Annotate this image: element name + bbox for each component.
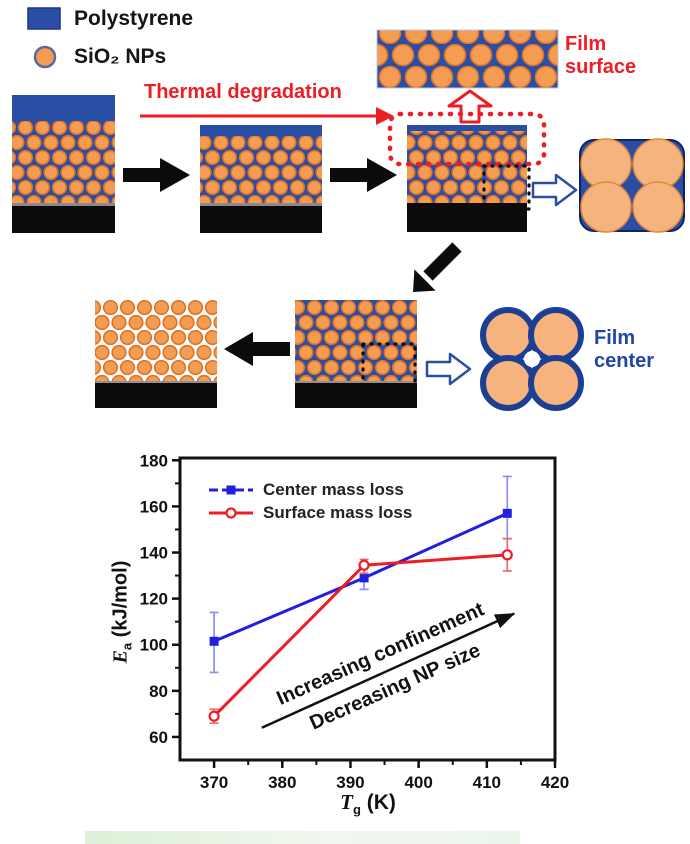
arrow-right-icon bbox=[330, 158, 397, 192]
axes: 370 380 390 400 410 420 60 80 100 120 140 160 180 bbox=[140, 451, 570, 792]
film-panel-center-stage bbox=[295, 300, 417, 408]
svg-text:380: 380 bbox=[268, 773, 296, 792]
legend-label: Surface mass loss bbox=[263, 502, 413, 522]
arrow-right-outline-icon bbox=[425, 352, 472, 386]
legend-sample-line bbox=[209, 485, 253, 494]
arrow-down-left-icon bbox=[413, 242, 462, 292]
film-panel-final bbox=[95, 300, 217, 408]
legend-item-surface-mass-loss: Surface mass loss bbox=[208, 501, 412, 524]
center-region-dotted-box bbox=[482, 164, 531, 211]
activation-energy-chart: 370 380 390 400 410 420 60 80 100 120 140 160 180 Ce… bbox=[90, 443, 650, 843]
scan-artifact-strip bbox=[85, 831, 520, 844]
process-schematic bbox=[12, 7, 685, 411]
annotation-arrow bbox=[261, 612, 516, 729]
y-symbol: E bbox=[109, 650, 132, 664]
series-center-mass-loss bbox=[209, 475, 512, 674]
y-subscript: a bbox=[119, 642, 135, 651]
sio2-np-swatch bbox=[33, 45, 57, 69]
film-panel-degrading bbox=[200, 125, 322, 233]
svg-text:160: 160 bbox=[140, 497, 168, 516]
film-center-label: Film center bbox=[594, 327, 655, 372]
polystyrene-swatch bbox=[27, 7, 61, 30]
arrow-left-icon bbox=[224, 332, 290, 366]
svg-text:390: 390 bbox=[336, 773, 364, 792]
svg-text:180: 180 bbox=[140, 451, 168, 470]
svg-text:400: 400 bbox=[404, 773, 432, 792]
surface-region-dotted-box bbox=[387, 111, 547, 167]
svg-text:140: 140 bbox=[140, 544, 168, 563]
y-unit: (kJ/mol) bbox=[109, 560, 132, 643]
surface-packing-inset bbox=[579, 138, 685, 233]
arrow-right-outline-icon bbox=[531, 173, 578, 207]
arrow-right-icon bbox=[123, 158, 190, 192]
legend-sample-line bbox=[209, 506, 253, 519]
x-subscript: g bbox=[352, 802, 361, 818]
svg-text:410: 410 bbox=[473, 773, 501, 792]
film-panel-initial bbox=[12, 95, 115, 233]
svg-text:100: 100 bbox=[140, 636, 168, 655]
legend-item-center-mass-loss: Center mass loss bbox=[208, 478, 412, 501]
arrow-up-outline-icon bbox=[447, 89, 493, 124]
chart-legend: Center mass loss Surface mass loss bbox=[208, 478, 412, 524]
y-axis-label: Ea (kJ/mol) bbox=[110, 561, 135, 664]
film-surface-label: Film surface bbox=[565, 33, 637, 78]
center-packing-inset bbox=[480, 307, 584, 411]
thermal-degradation-arrow bbox=[140, 107, 394, 125]
x-symbol: T bbox=[340, 790, 353, 814]
x-unit: (K) bbox=[360, 791, 396, 814]
polystyrene-label: Polystyrene bbox=[74, 7, 194, 30]
sio2-nps-label: SiO₂ NPs bbox=[74, 45, 167, 68]
film-panel-degraded bbox=[407, 125, 527, 232]
svg-text:80: 80 bbox=[149, 682, 168, 701]
svg-text:420: 420 bbox=[541, 773, 569, 792]
film-surface-inset bbox=[376, 29, 559, 89]
svg-text:120: 120 bbox=[140, 590, 168, 609]
svg-text:60: 60 bbox=[149, 728, 168, 747]
svg-text:370: 370 bbox=[200, 773, 228, 792]
legend-label: Center mass loss bbox=[263, 479, 404, 499]
thermal-degradation-label: Thermal degradation bbox=[144, 81, 342, 103]
chart-plot: 370 380 390 400 410 420 60 80 100 120 140 160 180 bbox=[140, 451, 570, 792]
series-surface-mass-loss bbox=[208, 537, 513, 724]
x-axis-label: Tg (K) bbox=[340, 790, 396, 817]
